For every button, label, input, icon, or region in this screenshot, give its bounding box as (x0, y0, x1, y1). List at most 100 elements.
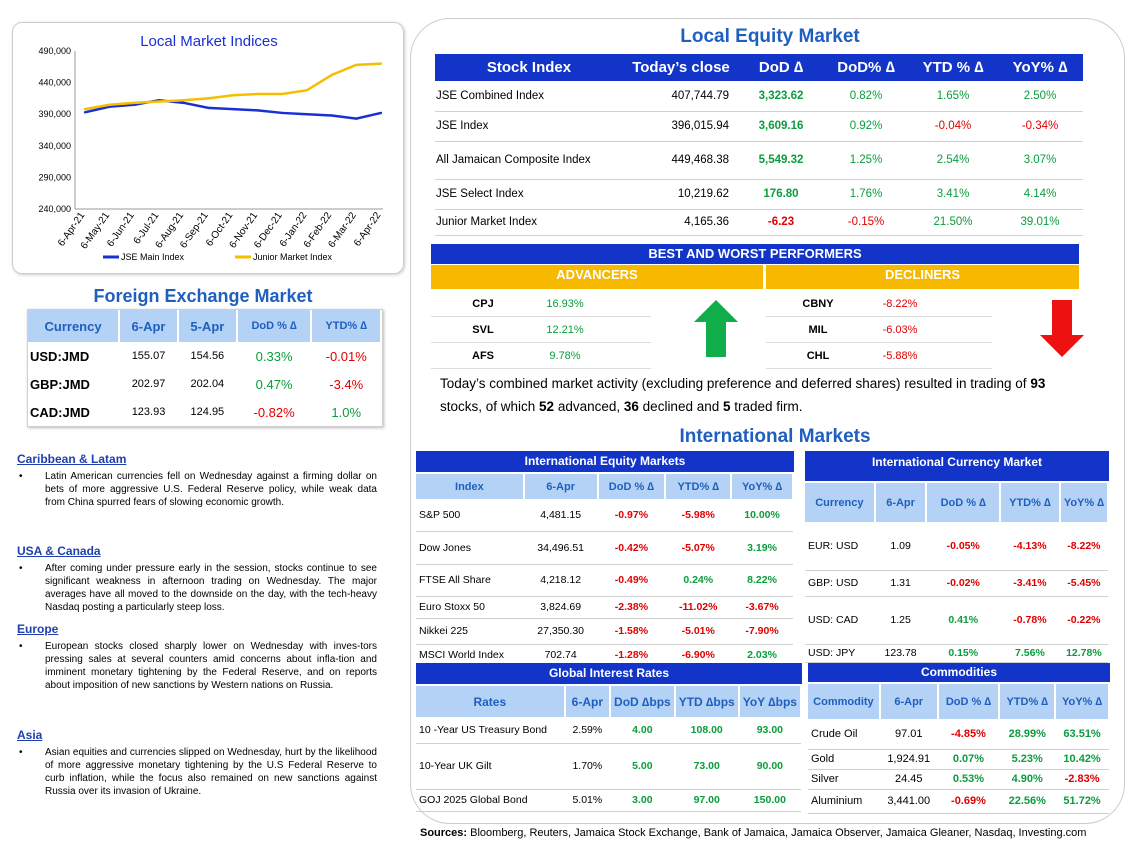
sources-label: Sources: (420, 827, 468, 839)
equity-header-cell: DoD% ∆ (823, 54, 909, 81)
equity-row: JSE Combined Index 407,744.79 3,323.62 0.82… (435, 81, 1083, 112)
intl-currency-table: Currency 6-Apr DoD % ∆ YTD% ∆ YoY% ∆ EUR: USD… (805, 481, 1110, 663)
header-row: Index 6-Apr DoD % ∆ YTD% ∆ YoY% ∆ (416, 472, 794, 499)
equity-header-cell: YoY% ∆ (997, 54, 1083, 81)
fx-cell: 123.93 (131, 406, 166, 418)
stock-change: -6.03% (882, 323, 918, 336)
data-point (355, 63, 358, 67)
news-item: Europe • European stocks closed sharply lo… (17, 622, 377, 692)
row-label: GBP: USD (805, 570, 875, 597)
equity-cell: 21.50% (909, 209, 997, 236)
header-row: Commodity 6-Apr DoD % ∆ YTD% ∆ YoY% ∆ (808, 682, 1110, 719)
row-cell: 93.00 (738, 717, 801, 744)
equity-header-row: Stock Index Today’s close DoD ∆ DoD% ∆ YTD %… (435, 54, 1083, 81)
equity-cell: -0.15% (823, 209, 909, 236)
performers-title: BEST AND WORST PERFORMERS (431, 244, 1079, 264)
summary-post: traded firm. (730, 399, 803, 414)
fx-cell: -0.82% (253, 404, 295, 420)
commod-title: Commodities (808, 663, 1110, 682)
row-label: Gold (808, 749, 880, 770)
sources: Sources: Bloomberg, Reuters, Jamaica Sto… (420, 827, 1120, 839)
news-bullet: • Latin American currencies fell on Wedne… (17, 470, 377, 509)
stock-change: -5.88% (882, 349, 918, 362)
fx-table: Currency 6-Apr 5-Apr DoD % ∆ YTD% ∆ USD:JMD 15… (28, 310, 382, 426)
row-cell: -0.05% (926, 522, 1001, 571)
equity-cell: 1.25% (823, 141, 909, 180)
row-cell: -0.02% (926, 570, 1001, 597)
data-row: 10-Year UK Gilt 1.70% 5.00 73.00 90.00 (416, 743, 801, 790)
header-cell: Index (416, 472, 525, 499)
data-point (256, 109, 259, 112)
row-cell: 150.00 (738, 789, 801, 812)
market-summary: Today’s combined market activity (exclud… (440, 372, 1080, 418)
row-cell: 1,924.91 (879, 749, 938, 770)
equity-cell: 176.80 (739, 179, 823, 210)
row-cell: -2.38% (597, 596, 666, 619)
data-row: 10 -Year US Treasury Bond 2.59% 4.00 108.00… (416, 717, 801, 744)
data-point (83, 111, 87, 114)
summary-mid2: advanced, (554, 399, 624, 414)
equity-cell: 1.65% (909, 81, 997, 112)
data-row: Silver 24.45 0.53% 4.90% -2.83% (808, 769, 1109, 790)
row-label: Nikkei 225 (416, 618, 524, 645)
news-text: Asian equities and currencies slipped on… (45, 747, 377, 797)
row-cell: -5.07% (665, 531, 732, 565)
equity-cell: 407,744.79 (623, 81, 739, 112)
row-label: S&P 500 (416, 499, 524, 532)
news-item: USA & Canada • After coming under pressure… (17, 544, 377, 614)
row-cell: -2.83% (1055, 769, 1109, 790)
advancer-row: CPJ 16.93% (431, 291, 651, 317)
row-label: Dow Jones (416, 531, 524, 565)
row-cell: -0.22% (1059, 596, 1108, 645)
equity-cell: 2.54% (909, 141, 997, 180)
advancers-list: CPJ 16.93% SVL 12.21% AFS 9.78% (431, 291, 651, 369)
decliners-header: DECLINERS (766, 265, 1079, 289)
row-cell: 22.56% (999, 789, 1056, 814)
data-row: USD: CAD 1.25 0.41% -0.78% -0.22% (805, 596, 1108, 645)
equity-cell: 3,609.16 (739, 111, 823, 142)
header-row: Currency 6-Apr DoD % ∆ YTD% ∆ YoY% ∆ (805, 481, 1110, 522)
chart-title: Local Market Indices (140, 33, 278, 50)
legend-label: JSE Main Index (121, 252, 185, 262)
data-point (108, 103, 111, 106)
equity-index-name: JSE Select Index (435, 179, 623, 210)
row-label: Euro Stoxx 50 (416, 596, 524, 619)
data-row: GBP: USD 1.31 -0.02% -3.41% -5.45% (805, 570, 1108, 597)
row-label: GOJ 2025 Global Bond (416, 789, 565, 812)
equity-index-name: JSE Index (435, 111, 623, 142)
data-row: EUR: USD 1.09 -0.05% -4.13% -8.22% (805, 522, 1108, 571)
equity-cell: 4.14% (997, 179, 1083, 210)
fx-cell: 0.47% (255, 376, 293, 392)
summary-total: 93 (1030, 376, 1046, 391)
equity-index-name: JSE Combined Index (435, 81, 623, 112)
stock-symbol: AFS (472, 349, 494, 362)
header-row: Rates 6-Apr DoD ∆bps YTD ∆bps YoY ∆bps (416, 684, 803, 717)
row-cell: -0.78% (1000, 596, 1060, 645)
news-item: Asia • Asian equities and currencies slipp… (17, 728, 377, 798)
header-cell: 6-Apr (874, 481, 928, 522)
news-bullet: • After coming under pressure early in th… (17, 562, 377, 614)
equity-cell: 1.76% (823, 179, 909, 210)
line-chart: 490,000 440,000 390,000 340,000 290,000 240,0… (38, 46, 383, 262)
equity-header-cell: Stock Index (435, 54, 623, 81)
row-cell: -0.69% (937, 789, 1000, 814)
row-cell: 108.00 (674, 717, 739, 744)
header-cell: YTD ∆bps (674, 684, 740, 717)
equity-row: JSE Select Index 10,219.62 176.80 1.76% 3.41… (435, 179, 1083, 210)
bullet-icon: • (19, 641, 23, 652)
stock-change: -8.22% (882, 297, 918, 310)
news-text: European stocks closed sharply lower on … (45, 641, 377, 691)
legend-label: Junior Market Index (253, 252, 333, 262)
row-cell: 2.59% (564, 717, 611, 744)
header-cell: DoD % ∆ (926, 481, 1002, 522)
header-cell: YTD% ∆ (1000, 481, 1061, 522)
fx-row: GBP:JMD 202.97 202.04 0.47% -3.4% (28, 370, 381, 398)
row-cell: -5.45% (1059, 570, 1108, 597)
equity-cell: 39.01% (997, 209, 1083, 236)
row-cell: 90.00 (738, 743, 801, 790)
equity-table: Stock Index Today’s close DoD ∆ DoD% ∆ YTD %… (435, 54, 1083, 236)
row-cell: 4,481.15 (523, 499, 598, 532)
stock-change: 12.21% (546, 323, 584, 336)
intl-title: International Markets (679, 426, 871, 447)
row-cell: 0.24% (665, 564, 732, 597)
